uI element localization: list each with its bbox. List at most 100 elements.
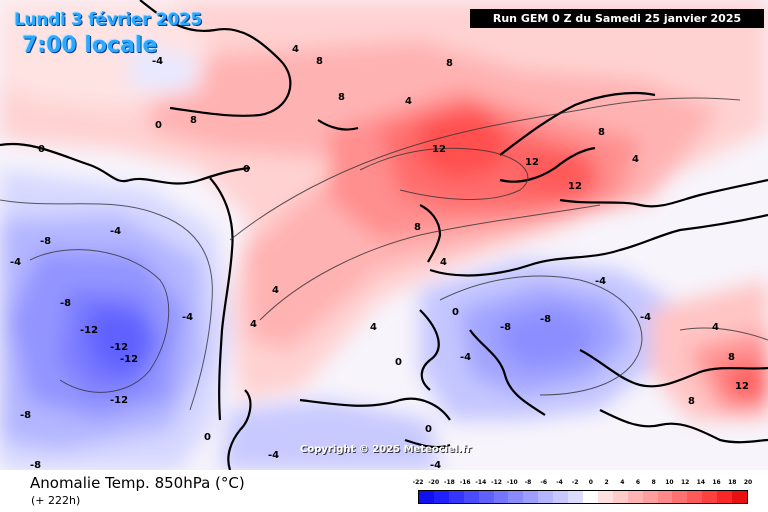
label-east-8: 8 (728, 352, 735, 363)
scale-label: 2 (604, 479, 609, 486)
contour-labels: -4 4 8 8 8 0 0 -4 -8 -4 -12 -12 -12 -12 … (10, 44, 749, 470)
label-scand-12b: 12 (568, 181, 582, 192)
label-atl-4: 4 (272, 285, 279, 296)
scale-swatch (523, 491, 539, 503)
label-atl-neg12c: -12 (120, 354, 138, 365)
label-it-neg4: -4 (595, 276, 606, 287)
label-caspian-8: 8 (688, 396, 695, 407)
label-balkan-neg8: -8 (500, 322, 511, 333)
label-fr-0: 0 (395, 357, 402, 368)
scale-label: -2 (571, 479, 579, 486)
color-scale-bar (418, 490, 748, 504)
scale-label: 8 (651, 479, 656, 486)
scale-label: 16 (712, 479, 721, 486)
contours (0, 97, 768, 411)
label-east-4: 4 (712, 322, 719, 333)
scale-swatch (672, 491, 688, 503)
label-hudson-neg4: -4 (152, 56, 163, 67)
scale-swatch (538, 491, 554, 503)
temperature-anomaly-map: -4 4 8 8 8 0 0 -4 -8 -4 -12 -12 -12 -12 … (0, 0, 768, 470)
scale-swatch (493, 491, 509, 503)
label-scand-12: 12 (525, 157, 539, 168)
label-fr-4: 4 (370, 322, 377, 333)
scale-swatch (582, 491, 598, 503)
scale-label: -18 (444, 479, 455, 486)
scale-swatch (627, 491, 643, 503)
label-labrador-0: 0 (38, 144, 45, 155)
label-atl-neg8b: -8 (60, 298, 71, 309)
scale-label: -16 (459, 479, 471, 486)
scale-label: -6 (540, 479, 548, 486)
label-greenland-8b: 8 (338, 92, 345, 103)
forecast-time: 7:00 locale (22, 33, 158, 58)
scale-label: -8 (524, 479, 532, 486)
scale-swatch (463, 491, 479, 503)
label-iceland-8: 8 (446, 58, 453, 69)
scale-swatch (433, 491, 449, 503)
label-atl-neg12b: -12 (110, 342, 128, 353)
label-atl-neg8c: -8 (20, 410, 31, 421)
scale-label: 4 (620, 479, 625, 486)
label-iceland-4: 4 (405, 96, 412, 107)
scale-label: 6 (635, 479, 641, 486)
scale-swatch (732, 491, 747, 503)
label-spain-neg4: -4 (460, 352, 471, 363)
label-greenland-8a: 8 (316, 56, 323, 67)
coastlines (0, 0, 768, 470)
label-scand-4: 4 (632, 154, 639, 165)
model-run-banner: Run GEM 0 Z du Samedi 25 janvier 2025 (470, 9, 764, 28)
label-scand-8: 8 (598, 127, 605, 138)
label-sw-neg4: -4 (268, 450, 279, 461)
label-atl-0: 0 (243, 164, 250, 175)
label-uk-4: 4 (440, 257, 447, 268)
scale-label: -14 (475, 479, 487, 486)
label-greenland-0: 0 (155, 120, 162, 131)
scale-swatch (478, 491, 494, 503)
scale-label: -4 (556, 479, 563, 486)
label-spain-0: 0 (452, 307, 459, 318)
copyright-watermark: Copyright © 2025 Meteociel.fr (300, 444, 472, 455)
label-greenland-8c: 8 (190, 115, 197, 126)
scale-label: 18 (728, 479, 737, 486)
scale-swatch (568, 491, 583, 503)
label-atl-neg4: -4 (10, 257, 21, 268)
scale-swatch (717, 491, 733, 503)
scale-label: 12 (680, 479, 690, 486)
label-atl-neg12a: -12 (80, 325, 98, 336)
label-uk-8: 8 (414, 222, 421, 233)
scale-swatch (419, 491, 434, 503)
label-atl-neg4b: -4 (182, 312, 193, 323)
scale-label: -10 (506, 479, 518, 486)
scale-label: 0 (588, 479, 593, 486)
lead-time: (+ 222h) (31, 494, 81, 507)
label-labrador-neg4: -4 (110, 226, 121, 237)
scale-swatch (702, 491, 718, 503)
label-atl-neg8: -8 (40, 236, 51, 247)
scale-label: -22 (412, 479, 424, 486)
label-atl-4b: 4 (250, 319, 257, 330)
color-scale-labels: -22 -20 -18 -16 -14 -12 -10 -8 -6 -4 -2 0 2 4 6 8 10 12 14… (412, 479, 753, 489)
scale-label: 20 (743, 479, 753, 486)
label-caspian-12: 12 (735, 381, 749, 392)
scale-swatch (553, 491, 569, 503)
label-it-neg8: -8 (540, 314, 551, 325)
forecast-date: Lundi 3 février 2025 (14, 10, 203, 30)
scale-label: -12 (491, 479, 502, 486)
scale-swatch (642, 491, 658, 503)
scale-label: 14 (696, 479, 706, 486)
scale-swatch (597, 491, 613, 503)
label-north-12: 12 (432, 144, 446, 155)
scale-label: 10 (665, 479, 674, 486)
map-title: Anomalie Temp. 850hPa (°C) (30, 474, 245, 492)
scale-swatch (508, 491, 524, 503)
label-sw-0: 0 (204, 432, 211, 443)
scale-swatch (687, 491, 703, 503)
label-greenland-4: 4 (292, 44, 299, 55)
label-africa-neg4: -4 (430, 460, 441, 470)
scale-swatch (448, 491, 464, 503)
label-atl-neg12d: -12 (110, 395, 128, 406)
scale-swatch (657, 491, 673, 503)
label-balkan-neg4: -4 (640, 312, 651, 323)
label-sw-neg8: -8 (30, 460, 41, 470)
scale-label: -20 (428, 479, 440, 486)
